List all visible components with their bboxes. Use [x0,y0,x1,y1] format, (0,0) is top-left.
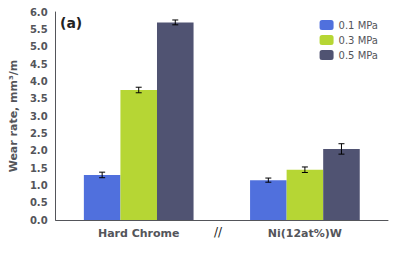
svg-text:3.0: 3.0 [30,111,48,122]
svg-text:0.5: 0.5 [30,197,48,208]
svg-text:4.5: 4.5 [30,59,48,70]
svg-text:2.0: 2.0 [30,145,48,156]
svg-text:1.0: 1.0 [30,180,48,191]
svg-text:2.5: 2.5 [30,128,48,139]
svg-text:5.0: 5.0 [30,41,48,52]
svg-text:0.0: 0.0 [30,215,48,226]
svg-text:4.0: 4.0 [30,76,48,87]
svg-text:0.3 MPa: 0.3 MPa [339,35,378,46]
svg-text:0.5 MPa: 0.5 MPa [339,50,378,61]
svg-text:Hard Chrome: Hard Chrome [98,227,180,240]
svg-text:Wear rate, mm³/m: Wear rate, mm³/m [7,60,20,173]
svg-text:0.1 MPa: 0.1 MPa [339,20,378,31]
svg-text:6.0: 6.0 [30,7,48,18]
svg-text:5.5: 5.5 [30,24,48,35]
svg-text:(a): (a) [60,15,82,31]
svg-text://: // [214,225,223,239]
svg-text:Ni(12at%)W: Ni(12at%)W [268,227,342,240]
svg-text:3.5: 3.5 [30,93,48,104]
svg-text:1.5: 1.5 [30,163,48,174]
